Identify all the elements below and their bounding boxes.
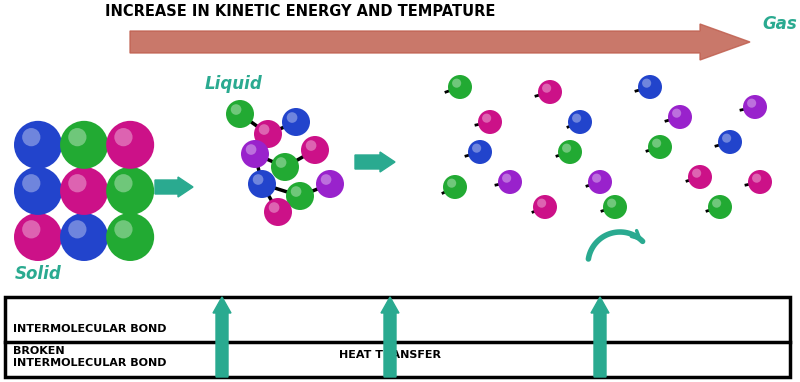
- Circle shape: [68, 220, 86, 238]
- Circle shape: [468, 140, 492, 164]
- Circle shape: [568, 110, 592, 134]
- Circle shape: [712, 199, 722, 208]
- Circle shape: [747, 99, 756, 108]
- Circle shape: [722, 134, 731, 143]
- Circle shape: [478, 110, 502, 134]
- FancyArrow shape: [213, 297, 231, 377]
- Circle shape: [652, 139, 661, 148]
- Circle shape: [22, 220, 41, 238]
- Circle shape: [68, 174, 86, 193]
- Circle shape: [558, 140, 582, 164]
- Circle shape: [271, 153, 299, 181]
- Circle shape: [498, 170, 522, 194]
- Circle shape: [562, 144, 571, 153]
- Circle shape: [718, 130, 742, 154]
- FancyArrow shape: [155, 177, 193, 197]
- Circle shape: [230, 104, 242, 115]
- Circle shape: [253, 174, 263, 185]
- Circle shape: [226, 100, 254, 128]
- Circle shape: [542, 84, 551, 93]
- Circle shape: [443, 175, 467, 199]
- Circle shape: [502, 173, 511, 183]
- Circle shape: [743, 95, 767, 119]
- Circle shape: [282, 108, 310, 136]
- Circle shape: [301, 136, 329, 164]
- Circle shape: [290, 186, 302, 197]
- Circle shape: [258, 124, 270, 135]
- Circle shape: [316, 170, 344, 198]
- Circle shape: [448, 75, 472, 99]
- Circle shape: [708, 195, 732, 219]
- Circle shape: [306, 140, 316, 151]
- Circle shape: [22, 174, 41, 193]
- Text: INTERMOLECULAR BOND: INTERMOLECULAR BOND: [13, 324, 166, 334]
- Circle shape: [603, 195, 627, 219]
- Circle shape: [106, 213, 154, 261]
- FancyArrow shape: [591, 297, 609, 377]
- Circle shape: [668, 105, 692, 129]
- Circle shape: [114, 128, 133, 146]
- Circle shape: [538, 80, 562, 104]
- Circle shape: [592, 173, 602, 183]
- Circle shape: [688, 165, 712, 189]
- Circle shape: [248, 170, 276, 198]
- Circle shape: [264, 198, 292, 226]
- Circle shape: [752, 173, 761, 183]
- Circle shape: [241, 140, 269, 168]
- Circle shape: [533, 195, 557, 219]
- Circle shape: [14, 167, 62, 215]
- Circle shape: [286, 182, 314, 210]
- Text: BROKEN
INTERMOLECULAR BOND: BROKEN INTERMOLECULAR BOND: [13, 346, 166, 368]
- Circle shape: [607, 199, 616, 208]
- Circle shape: [22, 128, 41, 146]
- Circle shape: [60, 121, 108, 169]
- Circle shape: [692, 168, 701, 178]
- Circle shape: [114, 220, 133, 238]
- Circle shape: [106, 167, 154, 215]
- Circle shape: [254, 120, 282, 148]
- Circle shape: [106, 121, 154, 169]
- Circle shape: [246, 144, 257, 155]
- Circle shape: [588, 170, 612, 194]
- Circle shape: [482, 113, 491, 123]
- Text: HEAT TRANSFER: HEAT TRANSFER: [339, 350, 441, 360]
- Circle shape: [472, 144, 482, 153]
- Circle shape: [68, 128, 86, 146]
- Circle shape: [537, 199, 546, 208]
- Text: Solid: Solid: [15, 265, 62, 283]
- FancyArrow shape: [355, 152, 395, 172]
- Text: Gas: Gas: [762, 15, 797, 33]
- Circle shape: [672, 108, 681, 118]
- Circle shape: [638, 75, 662, 99]
- Circle shape: [60, 167, 108, 215]
- Circle shape: [114, 174, 133, 193]
- Text: INCREASE IN KINETIC ENERGY AND TEMPATURE: INCREASE IN KINETIC ENERGY AND TEMPATURE: [105, 5, 495, 19]
- Text: Rapid motion
of hydrogen
molecules: Rapid motion of hydrogen molecules: [650, 312, 760, 362]
- Circle shape: [60, 213, 108, 261]
- Circle shape: [14, 121, 62, 169]
- Circle shape: [648, 135, 672, 159]
- Circle shape: [748, 170, 772, 194]
- Circle shape: [642, 79, 651, 88]
- FancyArrow shape: [381, 297, 399, 377]
- Circle shape: [572, 113, 581, 123]
- Circle shape: [14, 213, 62, 261]
- FancyArrow shape: [130, 24, 750, 60]
- Bar: [5, 297, 790, 377]
- Circle shape: [276, 157, 286, 168]
- Circle shape: [286, 112, 298, 123]
- Circle shape: [447, 179, 456, 188]
- Circle shape: [269, 202, 279, 213]
- Circle shape: [452, 79, 461, 88]
- Text: Liquid: Liquid: [205, 75, 262, 93]
- Circle shape: [321, 174, 331, 185]
